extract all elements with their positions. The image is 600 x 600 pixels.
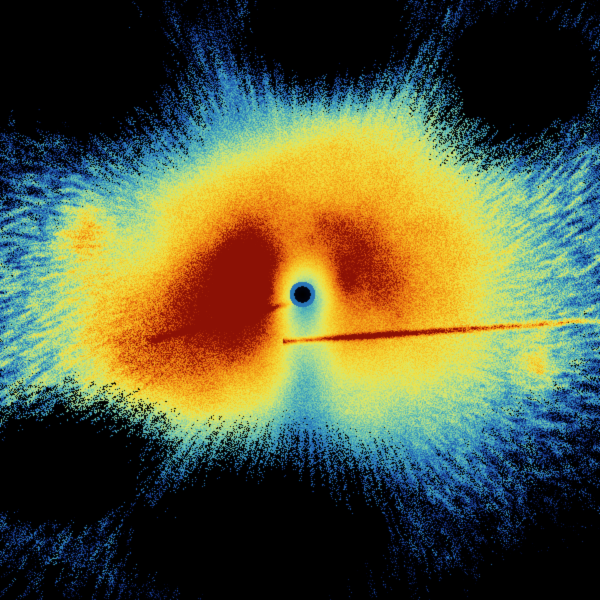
xray-false-color-image <box>0 0 600 600</box>
image-canvas-container <box>0 0 600 600</box>
